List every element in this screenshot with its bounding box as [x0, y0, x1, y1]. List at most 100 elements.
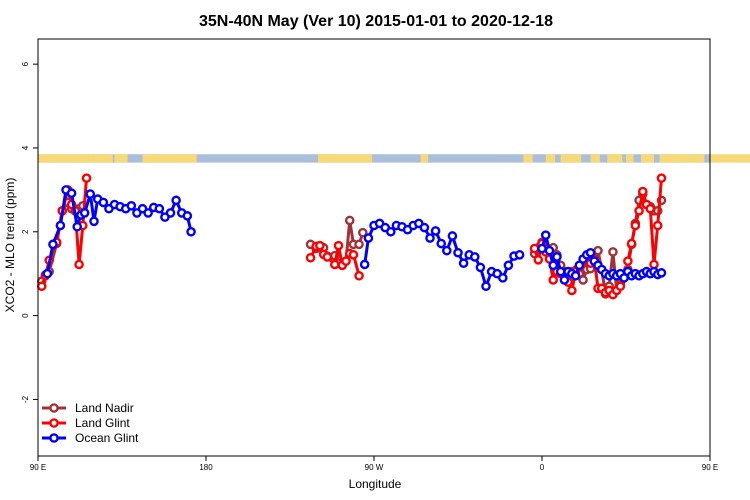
series-ocean-glint [42, 185, 667, 292]
data-point [570, 270, 581, 281]
data-point [385, 226, 396, 237]
series-land-glint [36, 173, 667, 300]
land-ocean-band [38, 154, 750, 163]
land-segment [420, 154, 429, 163]
land-segment [659, 154, 705, 163]
data-point [615, 281, 626, 292]
data-point [567, 285, 577, 296]
legend-item-land-glint: Land Glint [42, 416, 130, 430]
data-point [305, 252, 316, 263]
data-point [315, 240, 325, 251]
x-tick-label: 90 E [702, 463, 718, 472]
data-point [126, 200, 137, 211]
data-point [453, 247, 463, 258]
data-point [36, 281, 47, 292]
data-point [469, 252, 480, 262]
x-tick-label: 90 E [30, 463, 46, 472]
data-point [623, 256, 633, 266]
y-axis-label: XCO2 - MLO trend (ppm) [3, 178, 17, 313]
land-segment [142, 154, 197, 163]
chart-title: 35N-40N May (Ver 10) 2015-01-01 to 2020-… [199, 13, 553, 30]
x-tick-label: 180 [199, 463, 213, 472]
data-point [458, 258, 469, 269]
data-point [475, 262, 486, 273]
data-point [626, 238, 637, 249]
data-point [143, 208, 153, 218]
data-point [645, 203, 656, 214]
legend-marker [49, 433, 59, 443]
data-point [593, 245, 603, 256]
data-point [630, 220, 641, 231]
legend-label: Land Glint [75, 416, 130, 430]
land-segment [38, 154, 93, 163]
data-point [503, 260, 514, 271]
data-point [171, 195, 181, 206]
data-point [430, 226, 441, 236]
data-point [354, 270, 364, 281]
data-point [42, 268, 53, 279]
land-segment [114, 154, 128, 163]
x-tick-label: 0 [540, 463, 545, 472]
data-point [552, 252, 562, 262]
data-point [348, 250, 359, 260]
land-segment [710, 154, 750, 163]
data-point [154, 203, 165, 214]
y-tick-label: 2 [21, 229, 30, 234]
data-point [656, 173, 667, 183]
data-point [441, 245, 452, 256]
land-segment [640, 154, 654, 163]
data-point [544, 245, 555, 256]
ocean-band [38, 154, 710, 163]
data-point [608, 247, 618, 257]
data-point [48, 239, 58, 250]
data-point [548, 275, 559, 285]
data-point [98, 197, 109, 208]
data-point [555, 266, 566, 277]
data-point [514, 250, 525, 260]
data-point [559, 275, 570, 285]
data-point [436, 238, 447, 249]
data-point [354, 239, 364, 250]
data-point [186, 226, 196, 237]
data-point [638, 186, 648, 197]
data-point [74, 259, 84, 270]
land-segment [590, 154, 600, 163]
legend-marker [49, 418, 59, 428]
data-point [333, 240, 344, 251]
plot-frame [37, 38, 711, 457]
data-point [81, 173, 92, 183]
y-tick-label: 0 [21, 313, 30, 318]
land-segment [545, 154, 556, 163]
data-point [182, 211, 193, 221]
data-point [529, 243, 540, 254]
data-point [79, 208, 90, 218]
data-point [656, 268, 667, 278]
data-point [341, 256, 351, 266]
land-segment [607, 154, 623, 163]
land-segment [523, 154, 533, 163]
data-point [357, 227, 368, 238]
data-point [89, 216, 99, 227]
x-axis-label: Longitude [349, 477, 402, 491]
data-point [363, 233, 374, 243]
series-line [626, 177, 663, 266]
land-segment [560, 154, 582, 163]
data-point [344, 215, 355, 226]
data-point [533, 255, 544, 265]
y-tick-label: -2 [21, 395, 30, 403]
legend-marker [49, 403, 59, 413]
data-point [578, 275, 588, 285]
x-tick-label: 90 W [365, 463, 384, 472]
legend-label: Ocean Glint [75, 431, 139, 445]
data-point [585, 247, 596, 258]
data-point [537, 243, 547, 254]
data-point [359, 259, 370, 270]
land-segment [318, 154, 373, 163]
series-layer [36, 173, 667, 300]
data-point [481, 281, 491, 292]
data-point [497, 273, 508, 283]
data-point [85, 189, 96, 199]
y-tick-label: 6 [21, 61, 30, 66]
